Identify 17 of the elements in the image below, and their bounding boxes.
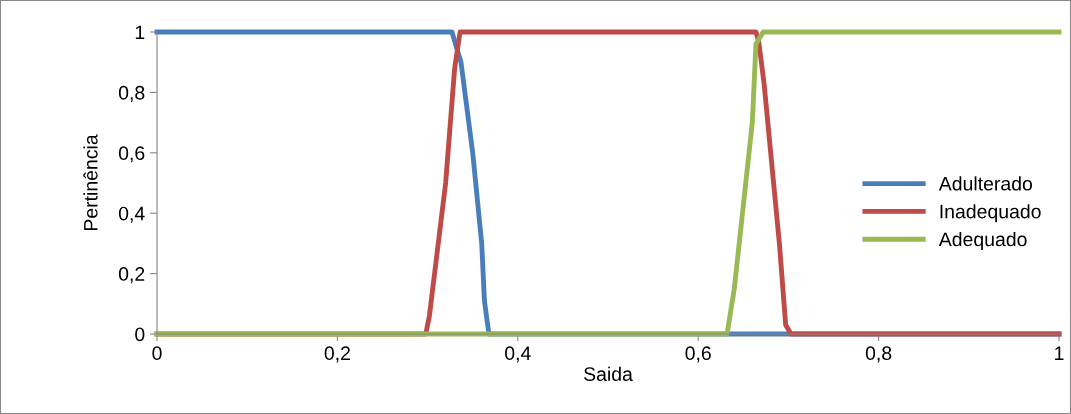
x-tick-label: 0,8 — [865, 346, 892, 363]
legend-label: Adequado — [938, 231, 1027, 251]
y-tick-label: 0,8 — [118, 85, 145, 102]
y-tick-label: 0,6 — [118, 146, 145, 163]
legend-label: Inadequado — [940, 204, 1041, 223]
x-tick-label: 0 — [152, 346, 162, 361]
x-tick-label: 0,6 — [685, 346, 711, 363]
y-tick-label: 0,4 — [118, 206, 145, 223]
x-tick-label: 0,4 — [505, 346, 531, 363]
x-tick-label: 1 — [1055, 346, 1064, 360]
y-tick-label: 1 — [135, 25, 145, 40]
x-axis-title: Saida — [584, 366, 633, 381]
legend-label: Adulterado — [938, 176, 1033, 191]
x-tick-label: 0,2 — [324, 346, 350, 363]
y-axis-title: Pertinência — [83, 134, 98, 231]
y-tick-label: 0 — [135, 327, 145, 342]
y-tick-label: 0,2 — [118, 267, 145, 284]
